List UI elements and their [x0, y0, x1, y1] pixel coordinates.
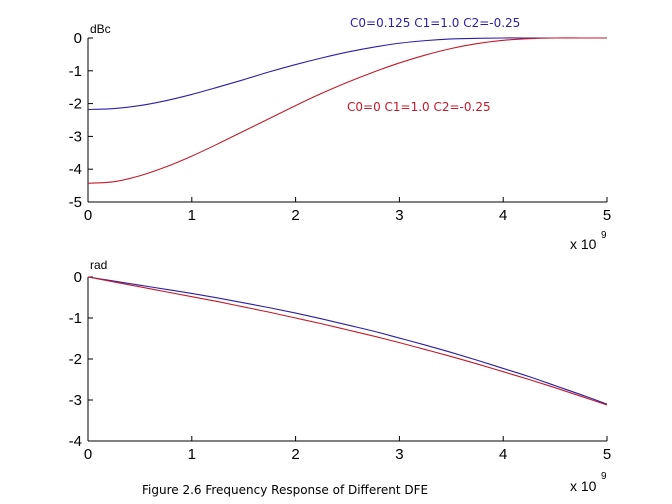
x-tick-label: 0: [84, 446, 92, 463]
x-tick-label: 2: [291, 207, 299, 224]
figure-caption: Figure 2.6 Frequency Response of Differe…: [142, 483, 428, 497]
y-tick-label: 0: [74, 269, 82, 286]
x-axis-exponent-power: 9: [601, 230, 607, 241]
series-line-blue: [87, 276, 608, 405]
y-tick-label: -2: [69, 351, 82, 368]
series-annotation-blue: C0=0.125 C1=1.0 C2=-0.25: [350, 16, 520, 30]
x-axis-exponent-power: 9: [601, 471, 607, 482]
series-group: [87, 276, 608, 406]
y-tick-label: -2: [69, 96, 82, 113]
chart-amplitude: 0 1 2 3 4 5 0 -1 -2 -3 -4 -5 dBc x 10 9 C0=0.125 C1…: [69, 16, 612, 252]
x-tick-label: 3: [395, 207, 403, 224]
x-tick-label: 4: [499, 207, 507, 224]
y-axis-unit-label: rad: [90, 258, 107, 272]
x-axis-exponent-base: x 10: [570, 478, 597, 494]
y-tick-label: -1: [69, 63, 82, 80]
chart-phase: 0 1 2 3 4 5 0 -1 -2 -3 -4 rad x 10 9: [69, 258, 612, 494]
y-tick-label: -4: [69, 161, 82, 178]
x-tick-label: 4: [499, 446, 507, 463]
x-tick-label: 3: [395, 446, 403, 463]
series-line-red: [87, 37, 607, 184]
y-tick-label: 0: [74, 30, 82, 47]
tick-group: 0 1 2 3 4 5 0 -1 -2 -3 -4: [69, 269, 612, 463]
x-tick-label: 1: [188, 207, 196, 224]
x-tick-label: 0: [84, 207, 92, 224]
x-tick-label: 5: [603, 446, 611, 463]
series-line-blue: [87, 37, 607, 111]
y-tick-label: -3: [69, 392, 82, 409]
y-axis-unit-label: dBc: [90, 22, 111, 36]
x-tick-label: 5: [603, 207, 611, 224]
series-group: [87, 37, 607, 184]
series-annotation-red: C0=0 C1=1.0 C2=-0.25: [347, 100, 491, 114]
y-tick-label: -3: [69, 128, 82, 145]
x-tick-label: 2: [291, 446, 299, 463]
y-tick-label: -5: [69, 194, 82, 211]
x-tick-label: 1: [188, 446, 196, 463]
tick-group: 0 1 2 3 4 5 0 -1 -2 -3 -4 -5: [69, 30, 612, 224]
y-tick-label: -1: [69, 310, 82, 327]
y-tick-label: -4: [69, 433, 82, 450]
x-axis-exponent-base: x 10: [570, 236, 597, 252]
series-line-red: [87, 276, 608, 406]
